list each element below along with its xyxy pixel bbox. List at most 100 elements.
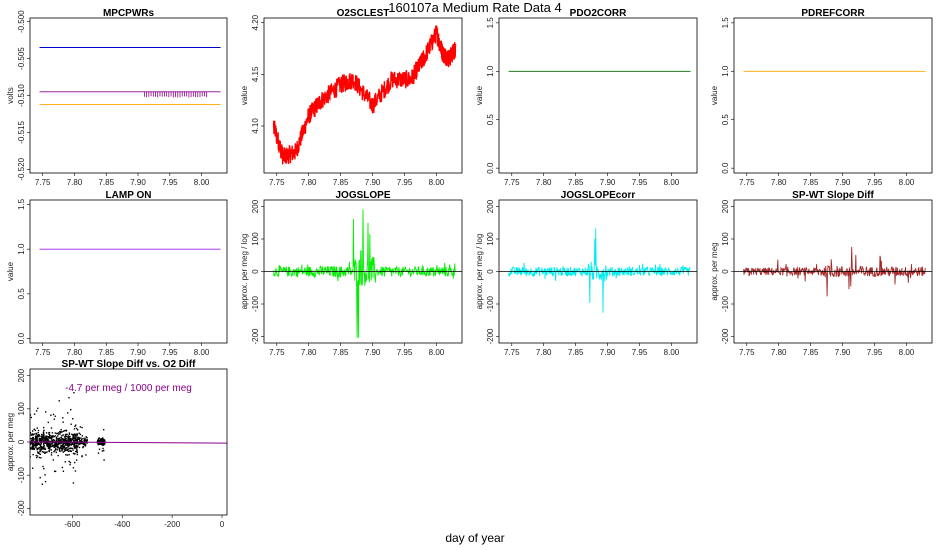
scatter-point: [64, 434, 67, 436]
scatter-point: [68, 444, 70, 446]
scatter-point: [102, 443, 104, 445]
scatter-point: [49, 434, 51, 436]
scatter-point: [79, 433, 82, 436]
scatter-point: [41, 483, 44, 485]
panels: MPCPWRs 7.75 7.80 7.85 7.90 7.95 8.00 -0.520 -0.…: [6, 8, 933, 529]
scatter-point: [62, 470, 65, 472]
scatter-point: [102, 437, 104, 439]
scatter-point: [72, 449, 74, 451]
scatter-point: [36, 448, 38, 450]
scatter-point: [57, 439, 60, 441]
x-tick-label: 7.95: [632, 178, 648, 187]
x-tick-label: 7.75: [504, 178, 520, 187]
scatter-point: [55, 437, 58, 439]
scatter-point: [49, 444, 51, 447]
scatter-point: [42, 443, 45, 446]
scatter-point: [47, 446, 50, 449]
scatter-point: [39, 438, 42, 441]
x-tick-label: 7.85: [333, 348, 349, 357]
series-line-1: [273, 209, 456, 338]
scatter-point: [68, 437, 70, 439]
y-tick-label: 0: [251, 269, 260, 274]
scatter-point: [44, 452, 46, 454]
scatter-point: [78, 440, 81, 442]
scatter-point: [75, 450, 78, 452]
scatter-point: [40, 448, 43, 450]
scatter-point: [40, 449, 42, 451]
scatter-point: [51, 440, 53, 443]
y-tick-label: 1.0: [721, 65, 730, 77]
scatter-point: [46, 445, 49, 447]
scatter-point: [33, 444, 36, 446]
scatter-point: [73, 391, 75, 394]
scatter-point: [39, 453, 41, 456]
scatter-point: [56, 432, 59, 435]
scatter-point: [39, 450, 41, 452]
scatter-point: [71, 433, 73, 435]
scatter-point: [76, 446, 78, 449]
scatter-point: [62, 438, 64, 440]
scatter-point: [51, 436, 53, 439]
scatter-point: [39, 443, 41, 446]
scatter-point: [80, 438, 83, 440]
scatter-point: [81, 455, 83, 457]
scatter-point: [46, 451, 48, 453]
panel-title: SP-WT Slope Diff: [792, 190, 874, 201]
scatter-point: [59, 430, 61, 433]
scatter-point: [84, 444, 87, 447]
scatter-point: [44, 435, 46, 437]
scatter-point: [56, 447, 59, 449]
x-tick-label: 7.75: [739, 348, 755, 357]
scatter-point: [60, 438, 62, 441]
scatter-point: [56, 449, 58, 451]
scatter-point: [49, 443, 52, 446]
scatter-point: [48, 444, 50, 447]
scatter-point: [84, 439, 86, 441]
scatter-point: [70, 441, 72, 444]
y-tick-label: 100: [251, 232, 260, 246]
scatter-point: [43, 439, 45, 442]
panel-frame: [29, 199, 228, 344]
scatter-point: [40, 443, 42, 445]
scatter-point: [66, 447, 68, 449]
scatter-point: [68, 453, 70, 456]
scatter-point: [62, 443, 64, 446]
scatter-point: [62, 442, 64, 444]
scatter-point: [44, 480, 47, 483]
x-tick-label: 7.80: [536, 178, 552, 187]
scatter-point: [84, 443, 87, 446]
y-tick-label: -100: [486, 295, 495, 312]
x-tick-label: 8.00: [899, 348, 915, 357]
scatter-point: [58, 431, 60, 434]
fit-annotation: -4.7 per meg / 1000 per meg: [65, 383, 192, 394]
panel-title: JOGSLOPEcorr: [561, 190, 636, 201]
scatter-point: [71, 441, 74, 444]
y-tick-label: 4.20: [251, 14, 260, 30]
scatter-point: [33, 447, 35, 449]
scatter-point: [101, 438, 104, 441]
y-tick-label: 200: [486, 199, 495, 213]
scatter-point: [66, 454, 69, 456]
scatter-point: [33, 448, 35, 451]
scatter-point: [60, 446, 62, 448]
scatter-point: [38, 439, 41, 441]
panel-5: LAMP ON 7.75 7.80 7.85 7.90 7.95 8.00 0.0 0.5 1.0…: [6, 190, 228, 357]
scatter-point: [58, 448, 61, 450]
scatter-point: [76, 451, 78, 454]
panel-9: SP-WT Slope Diff vs. O2 Diff -600 -400 -200…: [6, 359, 228, 529]
panel-frame: [733, 17, 933, 174]
scatter-point: [52, 439, 55, 441]
x-tick-label: 0: [220, 520, 225, 529]
scatter-point: [36, 448, 38, 451]
scatter-point: [76, 448, 78, 450]
x-tick-label: 7.80: [536, 348, 552, 357]
x-tick-label: 7.85: [98, 178, 114, 187]
scatter-point: [53, 439, 55, 442]
scatter-point: [32, 445, 34, 448]
scatter-point: [57, 435, 59, 437]
scatter-point: [60, 428, 62, 431]
scatter-point: [35, 433, 38, 435]
scatter-point: [53, 418, 56, 420]
scatter-point: [69, 450, 71, 452]
y-tick-label: 0.5: [721, 114, 730, 126]
